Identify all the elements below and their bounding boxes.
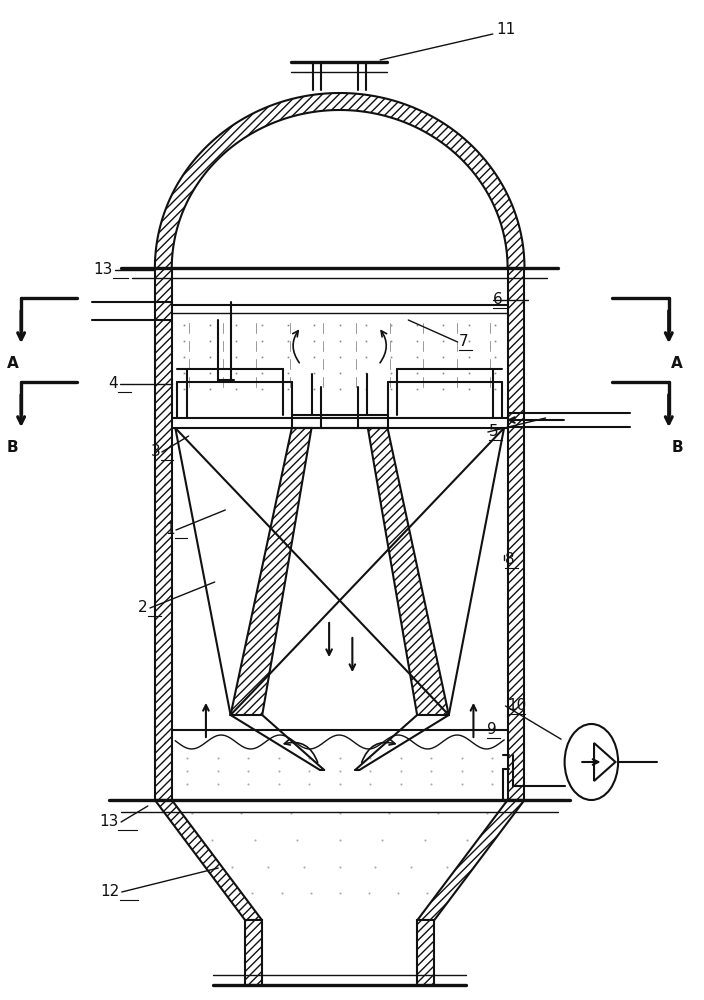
Text: 6: 6: [493, 292, 503, 308]
Text: 3: 3: [151, 444, 161, 460]
Polygon shape: [155, 268, 172, 800]
Polygon shape: [508, 268, 524, 800]
Text: 12: 12: [101, 884, 120, 900]
Text: 1: 1: [165, 522, 175, 538]
Text: 7: 7: [459, 334, 469, 350]
Text: 13: 13: [99, 814, 118, 830]
Polygon shape: [417, 920, 434, 985]
Text: 10: 10: [507, 698, 526, 714]
Polygon shape: [417, 800, 524, 920]
Polygon shape: [245, 920, 262, 985]
Text: B: B: [7, 440, 18, 455]
Text: 11: 11: [496, 22, 515, 37]
Polygon shape: [231, 428, 311, 715]
Text: 8: 8: [505, 552, 515, 568]
Text: 9: 9: [487, 722, 497, 738]
Text: 2: 2: [138, 600, 148, 615]
Text: A: A: [7, 356, 18, 371]
Polygon shape: [155, 800, 262, 920]
Text: 13: 13: [93, 262, 113, 277]
Text: B: B: [672, 440, 683, 455]
Polygon shape: [155, 93, 524, 268]
Text: A: A: [672, 356, 683, 371]
Text: 5: 5: [489, 424, 499, 440]
Polygon shape: [367, 428, 449, 715]
Text: 4: 4: [108, 376, 118, 391]
